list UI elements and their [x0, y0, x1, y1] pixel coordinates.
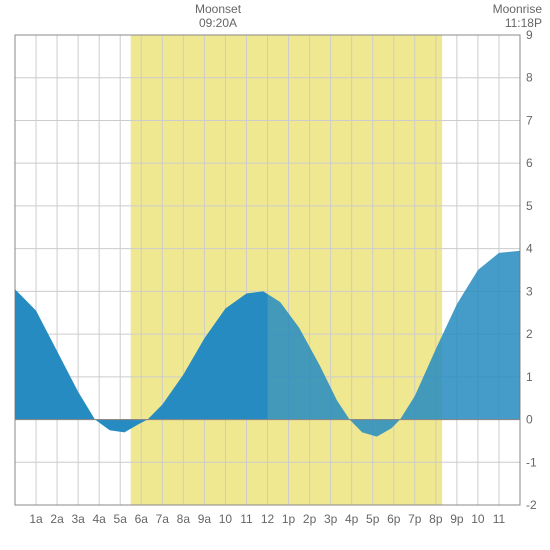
- tide-chart: Moonset 09:20A Moonrise 11:18P -2-101234…: [0, 0, 550, 550]
- x-tick: 8p: [429, 512, 443, 526]
- x-tick: 9a: [198, 512, 212, 526]
- y-tick: 4: [526, 242, 533, 256]
- moonrise-title: Moonrise: [493, 2, 542, 16]
- x-tick: 12: [261, 512, 275, 526]
- x-tick: 8a: [177, 512, 191, 526]
- y-tick: -2: [526, 498, 537, 512]
- daylight-band: [131, 35, 442, 505]
- x-tick: 2p: [303, 512, 317, 526]
- x-tick: 6a: [135, 512, 149, 526]
- x-tick: 4a: [92, 512, 106, 526]
- y-tick: 9: [526, 28, 533, 42]
- x-tick: 7p: [408, 512, 422, 526]
- x-tick: 3a: [71, 512, 85, 526]
- moonset-label: Moonset 09:20A: [195, 2, 241, 30]
- x-tick: 1a: [29, 512, 43, 526]
- x-tick: 10: [471, 512, 485, 526]
- y-tick: 2: [526, 327, 533, 341]
- y-tick: 0: [526, 413, 533, 427]
- x-tick: 2a: [50, 512, 64, 526]
- x-tick: 5p: [366, 512, 380, 526]
- y-tick: 7: [526, 113, 533, 127]
- y-tick: 8: [526, 71, 533, 85]
- x-tick: 5a: [114, 512, 128, 526]
- y-tick: 6: [526, 156, 533, 170]
- x-tick: 4p: [345, 512, 359, 526]
- x-tick: 9p: [450, 512, 464, 526]
- x-tick: 1p: [282, 512, 296, 526]
- x-tick: 11: [240, 512, 253, 526]
- x-tick: 3p: [324, 512, 338, 526]
- moonrise-time: 11:18P: [493, 16, 542, 30]
- moonset-time: 09:20A: [195, 16, 241, 30]
- x-tick: 11: [493, 512, 506, 526]
- y-tick: -1: [526, 455, 537, 469]
- moonset-title: Moonset: [195, 2, 241, 16]
- x-tick: 10: [219, 512, 233, 526]
- y-tick: 5: [526, 199, 533, 213]
- y-tick: 1: [526, 370, 533, 384]
- chart-svg: -2-101234567891a2a3a4a5a6a7a8a9a1011121p…: [0, 0, 550, 550]
- x-tick: 6p: [387, 512, 401, 526]
- y-tick: 3: [526, 284, 533, 298]
- moonrise-label: Moonrise 11:18P: [493, 2, 542, 30]
- x-tick: 7a: [156, 512, 170, 526]
